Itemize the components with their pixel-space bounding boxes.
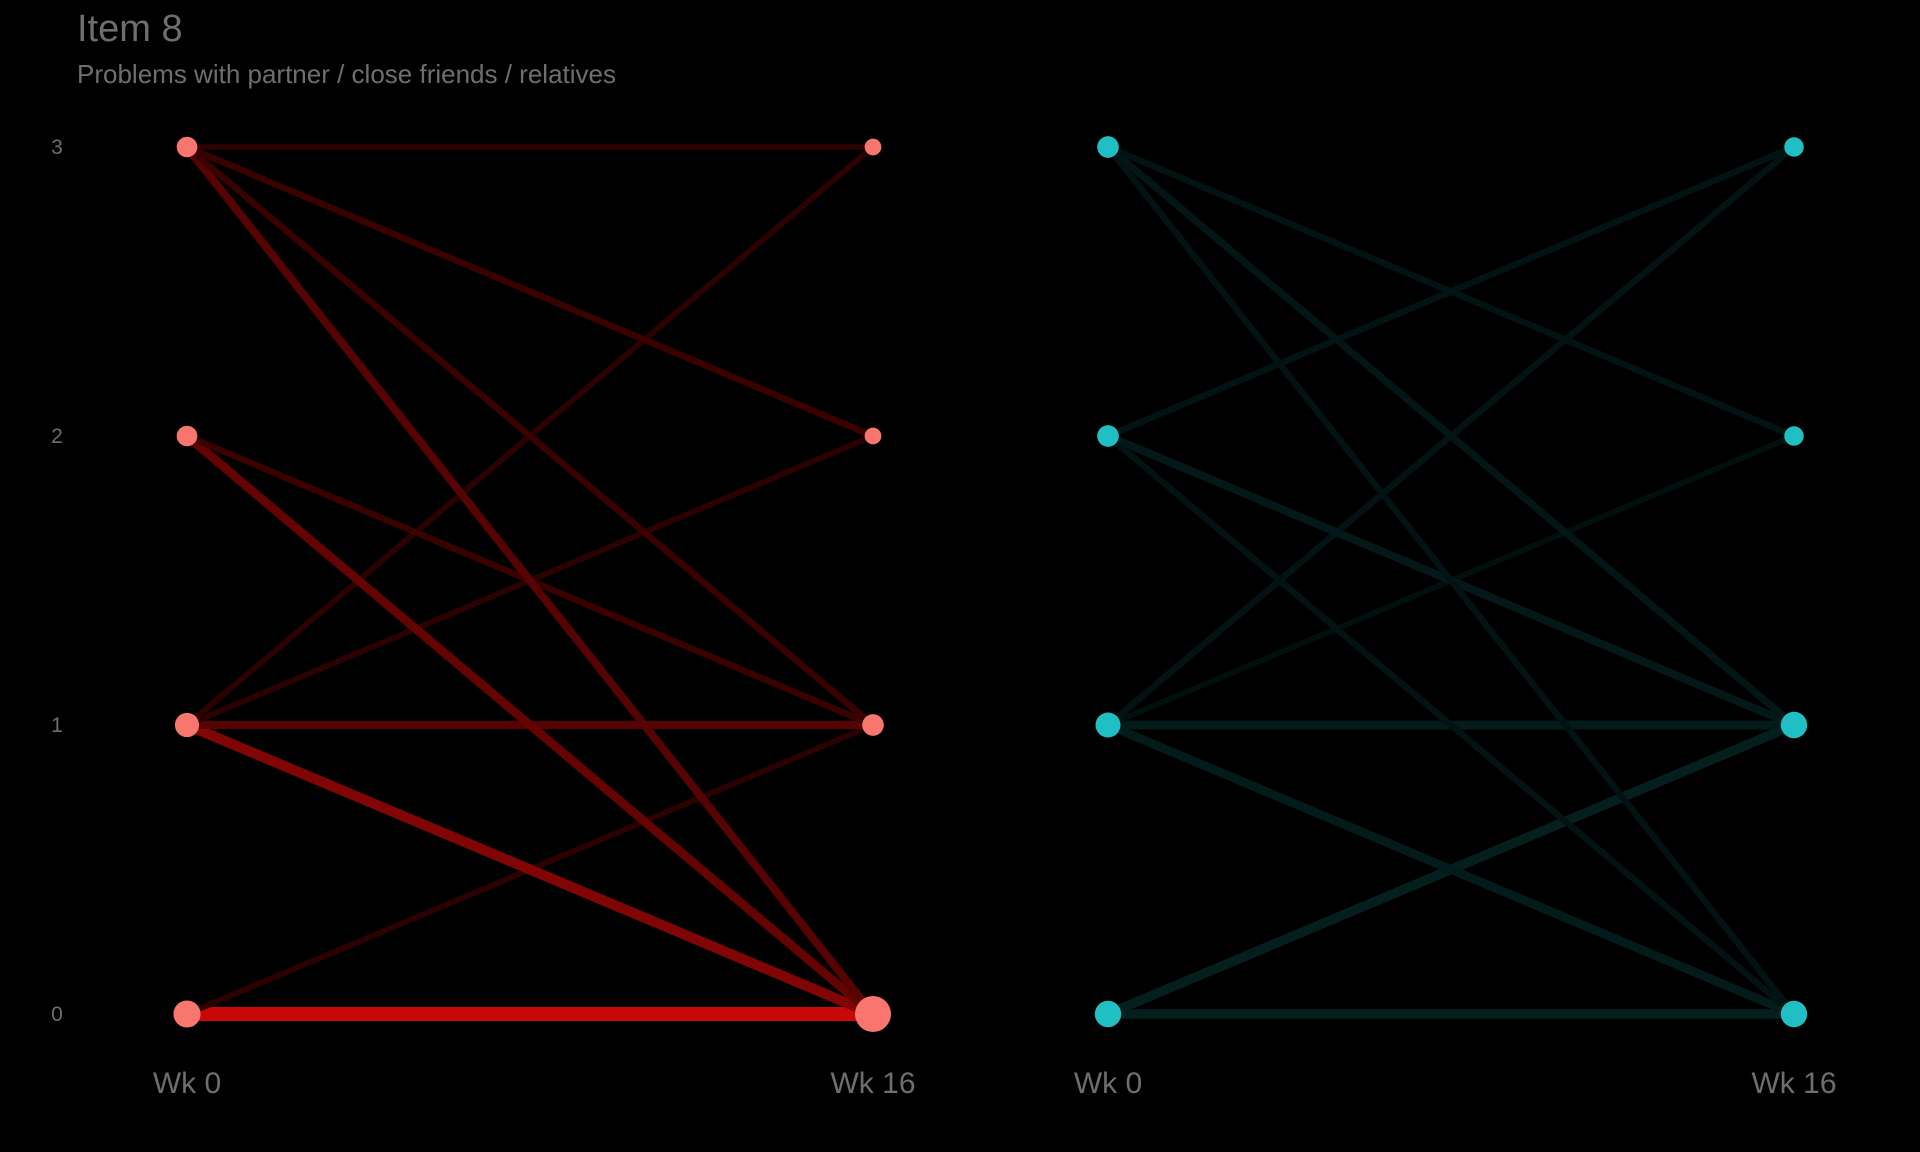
transition-line [1104, 143, 1798, 729]
wk0-point [176, 425, 198, 447]
x-axis-label: Wk 16 [830, 1067, 915, 1100]
wk0-point [1097, 136, 1119, 158]
wk16-point [862, 714, 884, 736]
y-tick-label: 2 [51, 425, 63, 448]
wk0-point [176, 136, 198, 158]
wk16-point [1780, 1000, 1808, 1028]
wk0-point [1094, 1000, 1122, 1028]
wk0-point [1095, 712, 1121, 738]
x-axis-label: Wk 0 [1074, 1067, 1142, 1100]
transition-line [1103, 720, 1799, 1019]
transition-line [182, 431, 878, 1019]
transition-line [183, 143, 877, 729]
transition-line [183, 143, 877, 1018]
x-axis-label: Wk 0 [153, 1067, 221, 1100]
chart-title: Item 8 [77, 8, 183, 50]
y-tick-label: 0 [51, 1003, 63, 1026]
transition-line [183, 143, 877, 440]
wk16-point [1780, 711, 1808, 739]
wk0-point [173, 1000, 201, 1028]
wk16-point [855, 996, 891, 1032]
wk16-point [864, 138, 882, 156]
x-axis-label: Wk 16 [1751, 1067, 1836, 1100]
y-tick-label: 3 [51, 136, 63, 159]
transition-line [1104, 143, 1798, 440]
wk16-point [1784, 137, 1804, 157]
wk0-point [174, 712, 200, 738]
transition-line [181, 719, 879, 1020]
transition-line [1104, 143, 1798, 1018]
chart-subtitle: Problems with partner / close friends / … [77, 59, 616, 89]
transition-line [1104, 432, 1798, 1018]
wk16-point [864, 427, 882, 445]
wk0-point [1097, 425, 1119, 447]
y-tick-label: 1 [51, 714, 63, 737]
wk16-point [1784, 426, 1804, 446]
